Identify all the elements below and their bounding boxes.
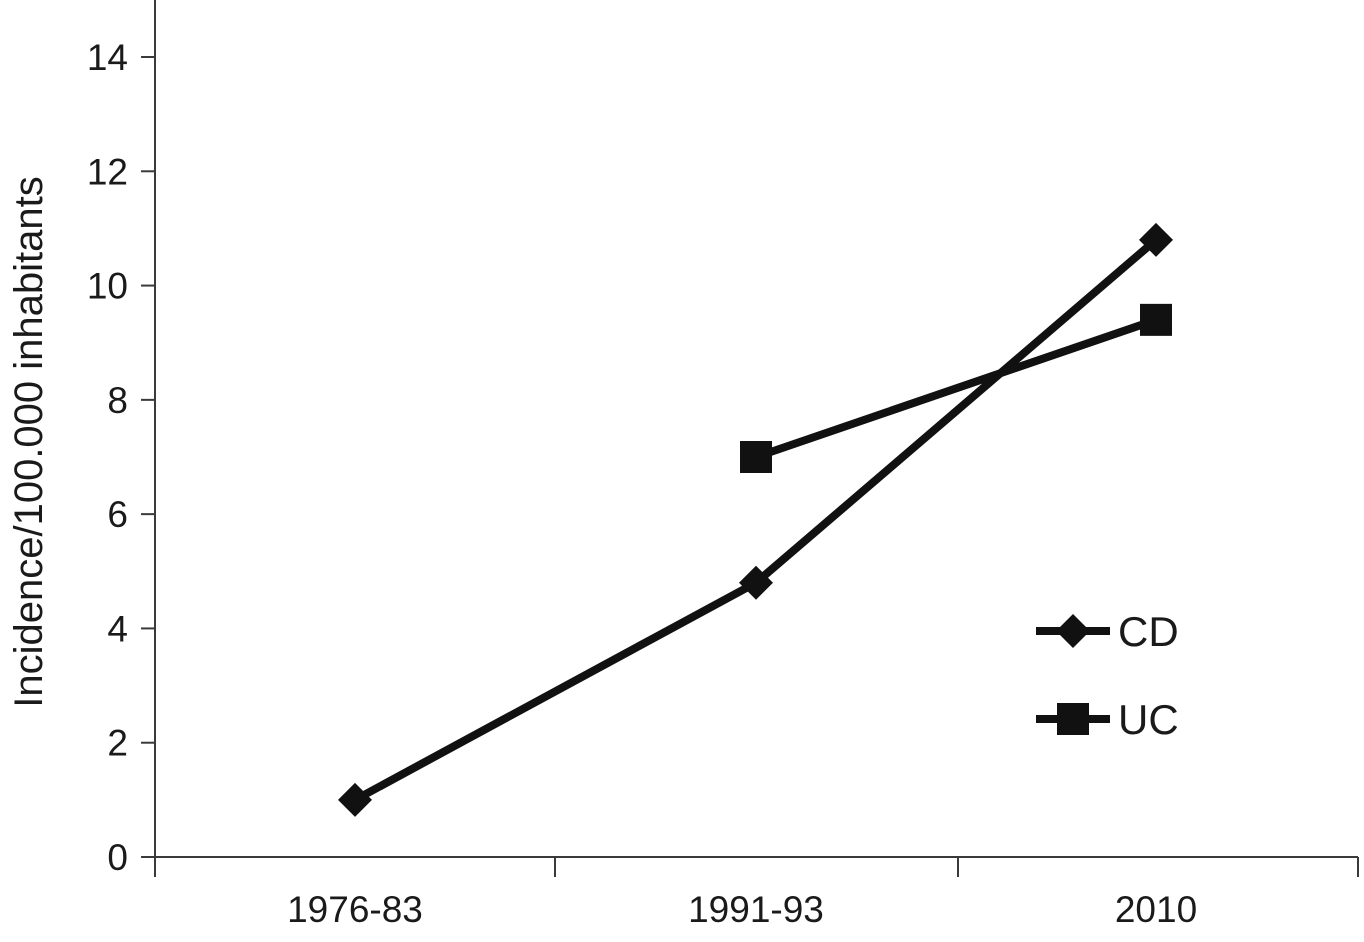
y-tick-label: 4 [107, 608, 128, 649]
y-axis-title: Incidence/100.000 inhabitants [7, 176, 51, 708]
x-axis-ticks: 1976-83 1991-93 2010 [154, 857, 1359, 930]
legend: CD UC [1036, 608, 1179, 743]
series-layer [338, 222, 1173, 817]
legend-item-uc: UC [1036, 696, 1179, 743]
y-tick-label: 10 [87, 266, 128, 307]
legend-marker-cd [1056, 614, 1090, 648]
y-tick-label: 14 [87, 37, 128, 78]
data-point-cd [1139, 222, 1173, 257]
legend-item-cd: CD [1036, 608, 1179, 655]
data-point-cd [739, 565, 773, 600]
series-line-cd [353, 236, 1159, 804]
series-line-uc [754, 316, 1158, 461]
legend-label-uc: UC [1118, 696, 1179, 743]
data-point-cd [338, 782, 372, 817]
data-point-uc [740, 441, 772, 473]
legend-marker-uc [1057, 703, 1089, 735]
data-point-uc [1140, 303, 1172, 336]
y-tick-label: 2 [107, 723, 128, 764]
y-tick-label: 6 [107, 494, 128, 535]
y-tick-label: 0 [107, 837, 128, 878]
y-tick-label: 12 [87, 151, 128, 192]
x-tick-label: 1976-83 [287, 889, 423, 930]
x-tick-label: 1991-93 [688, 889, 824, 930]
y-tick-label: 8 [107, 380, 128, 421]
legend-label-cd: CD [1118, 608, 1179, 655]
y-axis-ticks: 0 2 4 6 8 10 12 14 [87, 37, 155, 878]
x-tick-label: 2010 [1115, 889, 1197, 930]
axes [154, 0, 1358, 858]
